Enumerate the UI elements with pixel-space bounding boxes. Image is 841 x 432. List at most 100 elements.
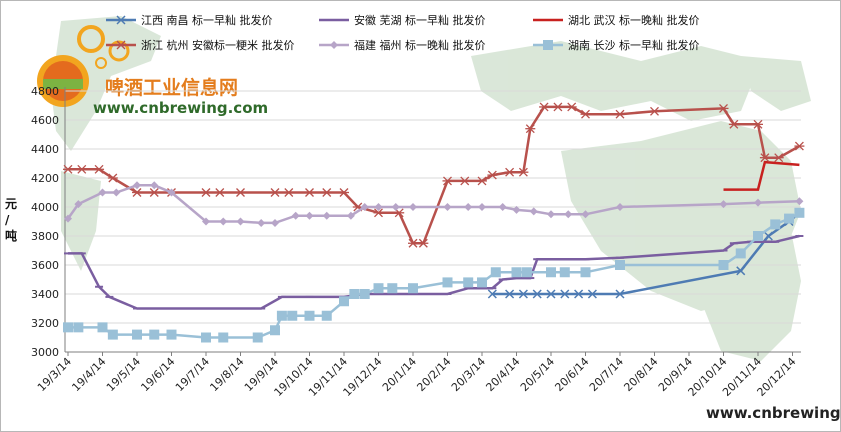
- y-tick-label: 3600: [31, 259, 59, 272]
- data-point: [505, 289, 515, 299]
- data-point: [728, 119, 739, 129]
- legend-item: 江西 南昌 标一早籼 批发价: [106, 13, 273, 27]
- data-point: [283, 188, 294, 197]
- data-point: [219, 217, 228, 226]
- data-point: [718, 103, 729, 113]
- data-point: [581, 210, 590, 219]
- data-point: [374, 203, 383, 211]
- y-axis-label-char: 吨: [5, 228, 17, 243]
- data-point: [391, 203, 400, 211]
- data-point: [408, 283, 418, 294]
- y-tick-label: 4400: [31, 143, 59, 156]
- data-point: [236, 217, 245, 226]
- series-line: [723, 160, 800, 191]
- data-point: [753, 119, 763, 129]
- logo-ring-1: [77, 25, 105, 53]
- data-point: [754, 198, 762, 207]
- data-point: [518, 289, 528, 299]
- data-point: [442, 277, 453, 288]
- y-tick-label: 4800: [31, 85, 59, 98]
- data-point: [64, 214, 72, 223]
- data-point: [339, 188, 349, 197]
- data-point: [574, 289, 584, 299]
- data-point: [459, 176, 470, 186]
- data-point: [408, 238, 418, 248]
- data-point: [615, 260, 625, 270]
- data-point: [98, 188, 107, 197]
- data-point: [490, 267, 501, 278]
- data-point: [359, 289, 370, 299]
- data-point: [304, 310, 315, 321]
- data-point: [546, 289, 556, 299]
- legend-item: 湖北 武汉 标一晚籼 批发价: [533, 13, 700, 27]
- x-tick-label: 20/3/14: [449, 355, 488, 394]
- logo-band: [43, 79, 83, 89]
- data-point: [149, 329, 160, 340]
- data-point: [321, 188, 332, 197]
- logo-ring-2: [108, 40, 130, 62]
- data-point: [112, 188, 121, 197]
- data-point: [330, 41, 338, 49]
- data-point: [270, 325, 280, 336]
- data-point: [202, 217, 210, 226]
- data-point: [759, 153, 770, 163]
- data-point: [763, 231, 773, 241]
- data-point: [167, 188, 176, 197]
- data-point: [477, 176, 487, 186]
- y-tick-labels: 3000 3200 3400 3600 3800 4000 4200 4400 4600 4800: [31, 85, 59, 359]
- data-point: [116, 15, 126, 25]
- series-lines: [63, 102, 805, 343]
- data-point: [525, 124, 536, 134]
- data-point: [543, 40, 553, 50]
- data-point: [304, 188, 315, 197]
- data-point: [94, 164, 105, 174]
- logo-ring-3: [95, 57, 107, 69]
- data-point: [518, 167, 529, 177]
- data-point: [305, 211, 314, 220]
- data-point: [270, 188, 280, 197]
- x-tick-label: 20/4/14: [483, 355, 522, 394]
- data-point: [580, 109, 591, 119]
- data-point: [487, 289, 497, 299]
- data-point: [291, 211, 300, 220]
- legend-label: 福建 福州 标一晚籼 批发价: [354, 38, 486, 52]
- data-point: [443, 203, 452, 211]
- data-point: [409, 203, 417, 211]
- data-point: [235, 188, 246, 197]
- data-point: [252, 332, 263, 343]
- data-point: [564, 210, 573, 219]
- x-tick-label: 20/5/14: [518, 355, 557, 394]
- data-point: [477, 277, 487, 288]
- data-point: [532, 289, 542, 299]
- data-point: [73, 322, 84, 333]
- data-point: [616, 203, 624, 211]
- data-point: [784, 213, 795, 224]
- x-tick-label: 19/3/14: [35, 355, 74, 394]
- y-tick-label: 4000: [31, 201, 59, 214]
- data-point: [349, 289, 360, 299]
- series-3: [63, 102, 805, 248]
- data-point: [149, 188, 160, 197]
- data-point: [719, 200, 728, 209]
- data-point: [276, 310, 287, 321]
- x-tick-label: 20/6/14: [552, 355, 591, 394]
- legend-label: 湖南 长沙 标一早籼 批发价: [568, 38, 700, 52]
- y-axis-label-char: 元: [5, 197, 17, 211]
- data-point: [166, 329, 177, 340]
- data-point: [463, 277, 474, 288]
- x-tick-label: 20/8/14: [621, 355, 660, 394]
- x-tick-label: 19/6/14: [138, 355, 177, 394]
- data-point: [346, 211, 355, 220]
- series-2: [723, 160, 800, 191]
- data-point: [615, 109, 625, 119]
- data-point: [566, 102, 577, 112]
- data-point: [373, 283, 384, 294]
- series-5: [63, 207, 805, 343]
- data-point: [116, 40, 126, 50]
- series-4: [64, 181, 804, 227]
- data-point: [552, 102, 563, 112]
- data-point: [107, 329, 118, 340]
- data-point: [76, 164, 87, 174]
- data-point: [360, 203, 369, 211]
